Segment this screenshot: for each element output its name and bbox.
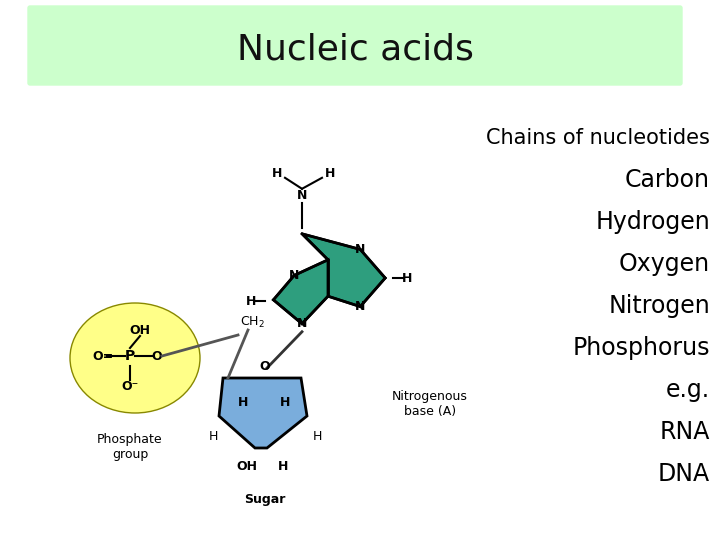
Polygon shape: [302, 234, 385, 307]
Text: H: H: [402, 272, 413, 285]
Text: H: H: [246, 295, 256, 308]
Text: H: H: [208, 429, 217, 442]
Text: Phosphate
group: Phosphate group: [97, 433, 163, 461]
Text: H: H: [280, 396, 290, 409]
Text: O: O: [152, 349, 162, 362]
Text: O=: O=: [92, 349, 114, 362]
Text: N: N: [289, 269, 300, 282]
Text: RNA: RNA: [660, 420, 710, 444]
Text: P: P: [125, 349, 135, 363]
Text: H: H: [278, 460, 288, 472]
Text: Chains of nucleotides: Chains of nucleotides: [486, 128, 710, 148]
Text: OH: OH: [236, 460, 258, 472]
Text: O: O: [260, 360, 270, 373]
Polygon shape: [219, 378, 307, 448]
Text: N: N: [297, 190, 307, 202]
Text: OH: OH: [130, 323, 150, 336]
Text: N: N: [297, 318, 307, 330]
Text: H: H: [238, 396, 248, 409]
Text: H: H: [312, 429, 322, 442]
Text: Hydrogen: Hydrogen: [595, 210, 710, 234]
FancyBboxPatch shape: [28, 6, 682, 85]
Text: H: H: [272, 167, 282, 180]
Text: Sugar: Sugar: [244, 493, 286, 506]
Text: Phosphorus: Phosphorus: [572, 336, 710, 360]
Text: DNA: DNA: [658, 462, 710, 486]
Text: H: H: [325, 167, 336, 180]
Text: N: N: [355, 300, 366, 313]
Text: Carbon: Carbon: [625, 168, 710, 192]
Text: O⁻: O⁻: [122, 380, 139, 393]
Ellipse shape: [70, 303, 200, 413]
Text: CH$_2$: CH$_2$: [240, 314, 264, 329]
Text: e.g.: e.g.: [666, 378, 710, 402]
Polygon shape: [274, 260, 328, 324]
Text: Nitrogen: Nitrogen: [608, 294, 710, 318]
Text: Nitrogenous
base (A): Nitrogenous base (A): [392, 390, 468, 418]
Text: Oxygen: Oxygen: [619, 252, 710, 276]
Text: N: N: [355, 243, 366, 256]
Text: Nucleic acids: Nucleic acids: [237, 33, 474, 67]
